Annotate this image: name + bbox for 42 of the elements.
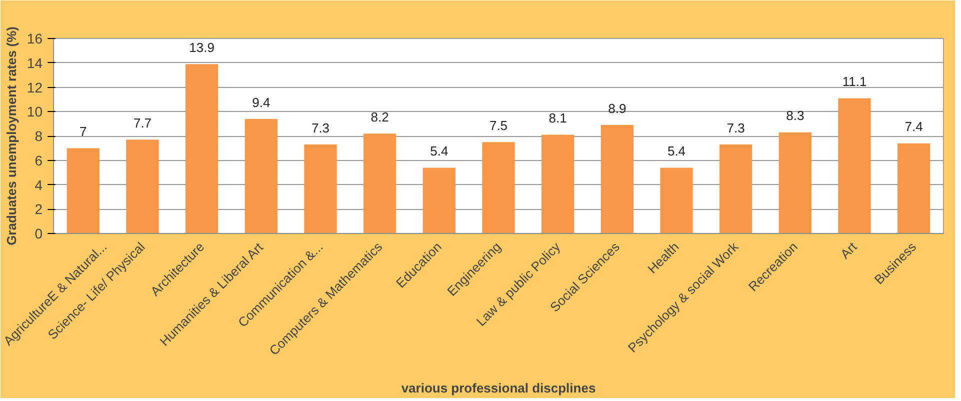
bar [186,64,218,234]
y-tick-label: 4 [34,176,43,193]
bar [660,168,693,234]
data-label: 7.7 [133,115,152,130]
bar [422,168,456,234]
bar [542,134,574,234]
y-tick-label: 14 [26,54,43,71]
y-tick-label: 16 [26,30,43,46]
bar [838,98,871,234]
data-label: 8.3 [786,108,804,124]
data-label: 5.4 [430,144,448,158]
bar [482,142,515,234]
y-axis-title: Graduates unemployment rates (%) [4,26,19,246]
y-tick-label: 10 [26,104,43,120]
data-label: 9.4 [252,94,270,110]
bar [66,148,100,234]
y-tick-label: 2 [34,201,43,218]
bar [304,144,337,234]
data-label: 8.2 [370,109,389,124]
data-label: 7 [80,124,87,139]
bar [720,144,752,234]
data-label: 8.9 [608,100,626,116]
bar [126,140,159,234]
bar [600,125,634,234]
y-tick-label: 0 [34,226,43,242]
data-label: 7.5 [489,118,508,133]
data-label: 13.9 [189,40,214,55]
y-tick-label: 12 [26,79,43,96]
data-label: 7.3 [726,120,745,136]
y-tick-label: 6 [34,152,43,168]
data-label: 11.1 [842,74,867,90]
bar [778,132,812,234]
data-label: 5.4 [667,144,686,158]
data-label: 7.4 [904,119,923,134]
x-axis-title: various professional discplines [401,380,596,396]
y-tick-label: 8 [34,128,43,144]
data-label: 7.3 [311,120,330,136]
bar [898,143,930,234]
bar [364,134,396,234]
data-label: 8.1 [548,110,567,126]
bar [244,118,278,234]
x-tick-label: Art [837,238,860,262]
